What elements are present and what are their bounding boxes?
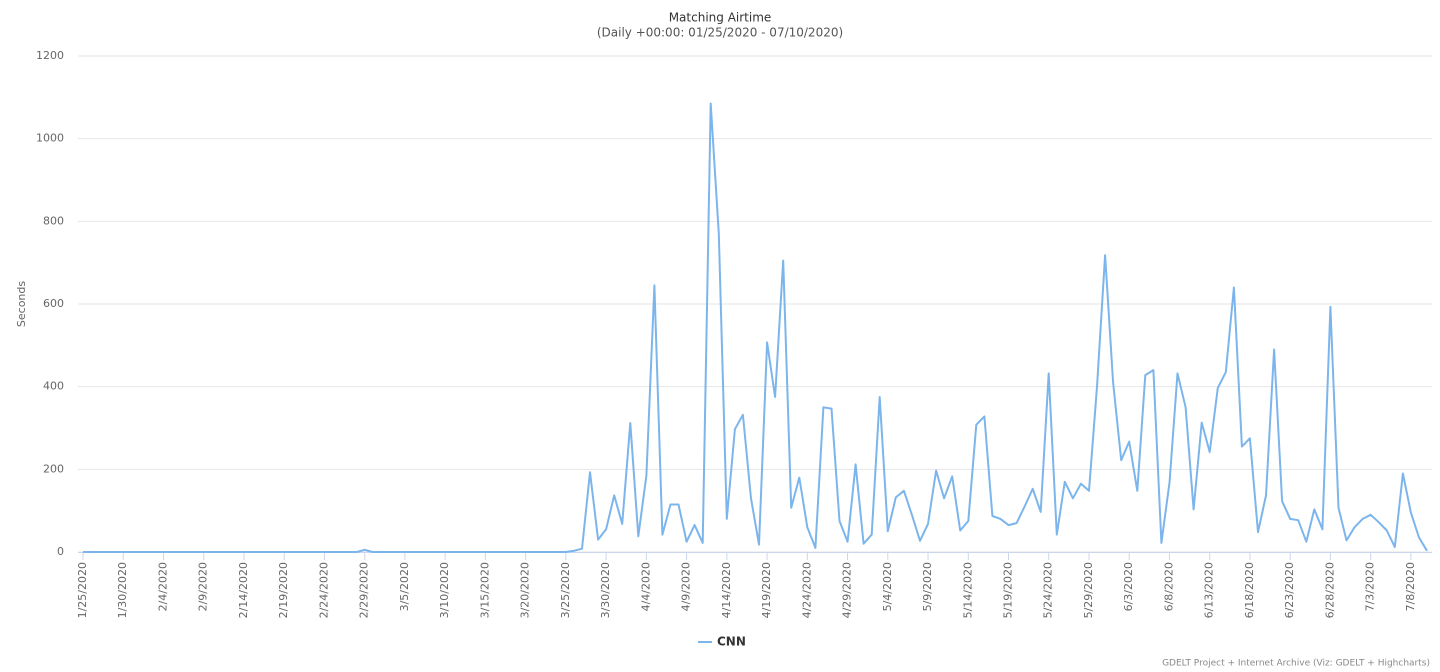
x-tick-label: 6/23/2020: [1283, 562, 1296, 618]
y-tick-label: 0: [57, 545, 64, 558]
x-tick-label: 4/14/2020: [720, 562, 733, 618]
legend-label: CNN: [717, 635, 746, 649]
x-tick-label: 6/13/2020: [1203, 562, 1216, 618]
x-tick-label: 3/20/2020: [519, 562, 532, 618]
x-tick-label: 5/4/2020: [881, 562, 894, 611]
y-tick-label: 1200: [36, 49, 64, 62]
y-tick-label: 800: [43, 214, 64, 227]
x-tick-label: 6/18/2020: [1243, 562, 1256, 618]
x-tick-label: 3/5/2020: [398, 562, 411, 611]
x-tick-label: 2/29/2020: [358, 562, 371, 618]
x-tick-label: 5/14/2020: [961, 562, 974, 618]
x-tick-label: 3/15/2020: [478, 562, 491, 618]
x-tick-label: 3/10/2020: [438, 562, 451, 618]
y-tick-label: 600: [43, 297, 64, 310]
x-tick-label: 7/8/2020: [1404, 562, 1417, 611]
x-tick-label: 6/3/2020: [1122, 562, 1135, 611]
x-tick-label: 4/4/2020: [639, 562, 652, 611]
x-tick-label: 2/14/2020: [237, 562, 250, 618]
x-tick-label: 3/25/2020: [559, 562, 572, 618]
x-tick-label: 5/19/2020: [1002, 562, 1015, 618]
x-tick-label: 4/9/2020: [680, 562, 693, 611]
x-tick-label: 1/25/2020: [76, 562, 89, 618]
x-tick-label: 5/24/2020: [1042, 562, 1055, 618]
y-tick-label: 400: [43, 380, 64, 393]
x-tick-label: 2/4/2020: [156, 562, 169, 611]
chart-title: Matching Airtime: [669, 11, 772, 25]
x-tick-label: 2/24/2020: [317, 562, 330, 618]
credits: GDELT Project + Internet Archive (Viz: G…: [1162, 659, 1430, 669]
x-tick-label: 4/19/2020: [760, 562, 773, 618]
x-tick-label: 2/19/2020: [277, 562, 290, 618]
x-tick-label: 2/9/2020: [197, 562, 210, 611]
x-tick-label: 5/29/2020: [1082, 562, 1095, 618]
x-tick-label: 5/9/2020: [921, 562, 934, 611]
x-tick-label: 6/28/2020: [1323, 562, 1336, 618]
y-tick-label: 200: [43, 462, 64, 475]
x-tick-label: 6/8/2020: [1162, 562, 1175, 611]
chart-subtitle: (Daily +00:00: 01/25/2020 - 07/10/2020): [597, 26, 843, 40]
y-tick-label: 1000: [36, 132, 64, 145]
x-tick-label: 1/30/2020: [116, 562, 129, 618]
data-line: [83, 102, 1428, 553]
x-tick-label: 7/3/2020: [1364, 562, 1377, 611]
y-axis-title: Seconds: [15, 281, 28, 327]
x-tick-label: 3/30/2020: [599, 562, 612, 618]
x-tick-label: 4/29/2020: [841, 562, 854, 618]
x-tick-label: 4/24/2020: [800, 562, 813, 618]
